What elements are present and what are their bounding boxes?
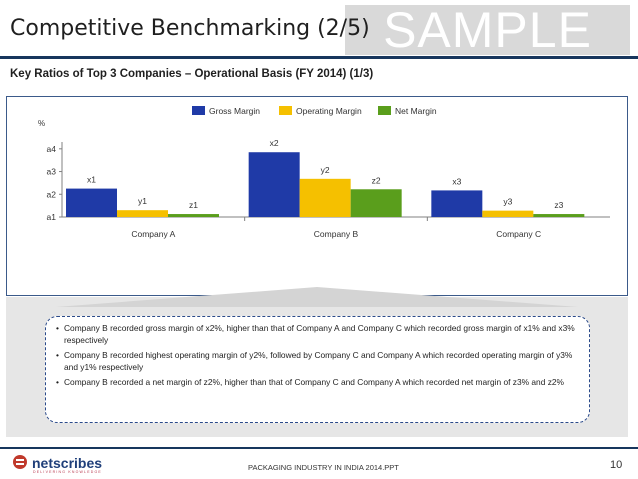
chart-subtitle: Key Ratios of Top 3 Companies – Operatio… [10,68,374,80]
data-label: y2 [321,165,330,175]
logo-tagline: DELIVERING KNOWLEDGE [33,470,102,474]
legend-label: Operating Margin [296,106,362,116]
legend-label: Net Margin [395,106,437,116]
y-tick-label: a1 [47,212,57,222]
data-label: z1 [189,200,198,210]
y-tick-label: a2 [47,189,57,199]
data-label: x1 [87,175,96,185]
x-category-label: Company C [496,229,541,239]
data-label: z3 [554,200,563,210]
bar-gross-margin [431,190,483,217]
legend-swatch [279,106,292,115]
logo-mark-icon [13,455,27,469]
data-label: x3 [452,176,461,186]
bar-gross-margin [248,152,300,217]
footer-document-name: PACKAGING INDUSTRY IN INDIA 2014.PPT [248,463,399,472]
y-unit-label: % [38,119,45,128]
legend-swatch [378,106,391,115]
note-item: Company B recorded highest operating mar… [56,350,579,373]
data-label: y1 [138,196,147,206]
legend-label: Gross Margin [209,106,260,116]
bar-net-margin [168,214,219,217]
footer-divider [0,447,638,449]
page-number: 10 [610,459,623,471]
data-label: z2 [372,175,381,185]
y-tick-label: a4 [47,144,57,154]
data-label: y3 [503,197,512,207]
note-item: Company B recorded a net margin of z2%, … [56,377,579,389]
x-category-label: Company B [314,229,359,239]
sample-watermark: SAMPLE [345,5,630,55]
legend-swatch [192,106,205,115]
bar-gross-margin [66,188,117,217]
key-observations-box: Company B recorded gross margin of x2%, … [45,316,590,423]
panel-arrow [56,287,578,307]
note-item: Company B recorded gross margin of x2%, … [56,323,579,346]
x-category-label: Company A [131,229,175,239]
logo-name: netscribes [32,455,103,471]
bar-net-margin [533,214,585,217]
bar-net-margin [350,189,402,217]
bar-operating-margin [299,178,351,217]
data-label: x2 [270,138,279,148]
y-tick-label: a3 [47,167,57,177]
bar-operating-margin [482,210,534,217]
bar-operating-margin [117,210,168,217]
chart: % a1 a2 a3 a4 x1 y1 z1 Company A x2 y2 z2 Company B x… [38,106,610,239]
page-title: Competitive Benchmarking (2/5) [10,16,370,41]
header-divider [0,56,638,59]
